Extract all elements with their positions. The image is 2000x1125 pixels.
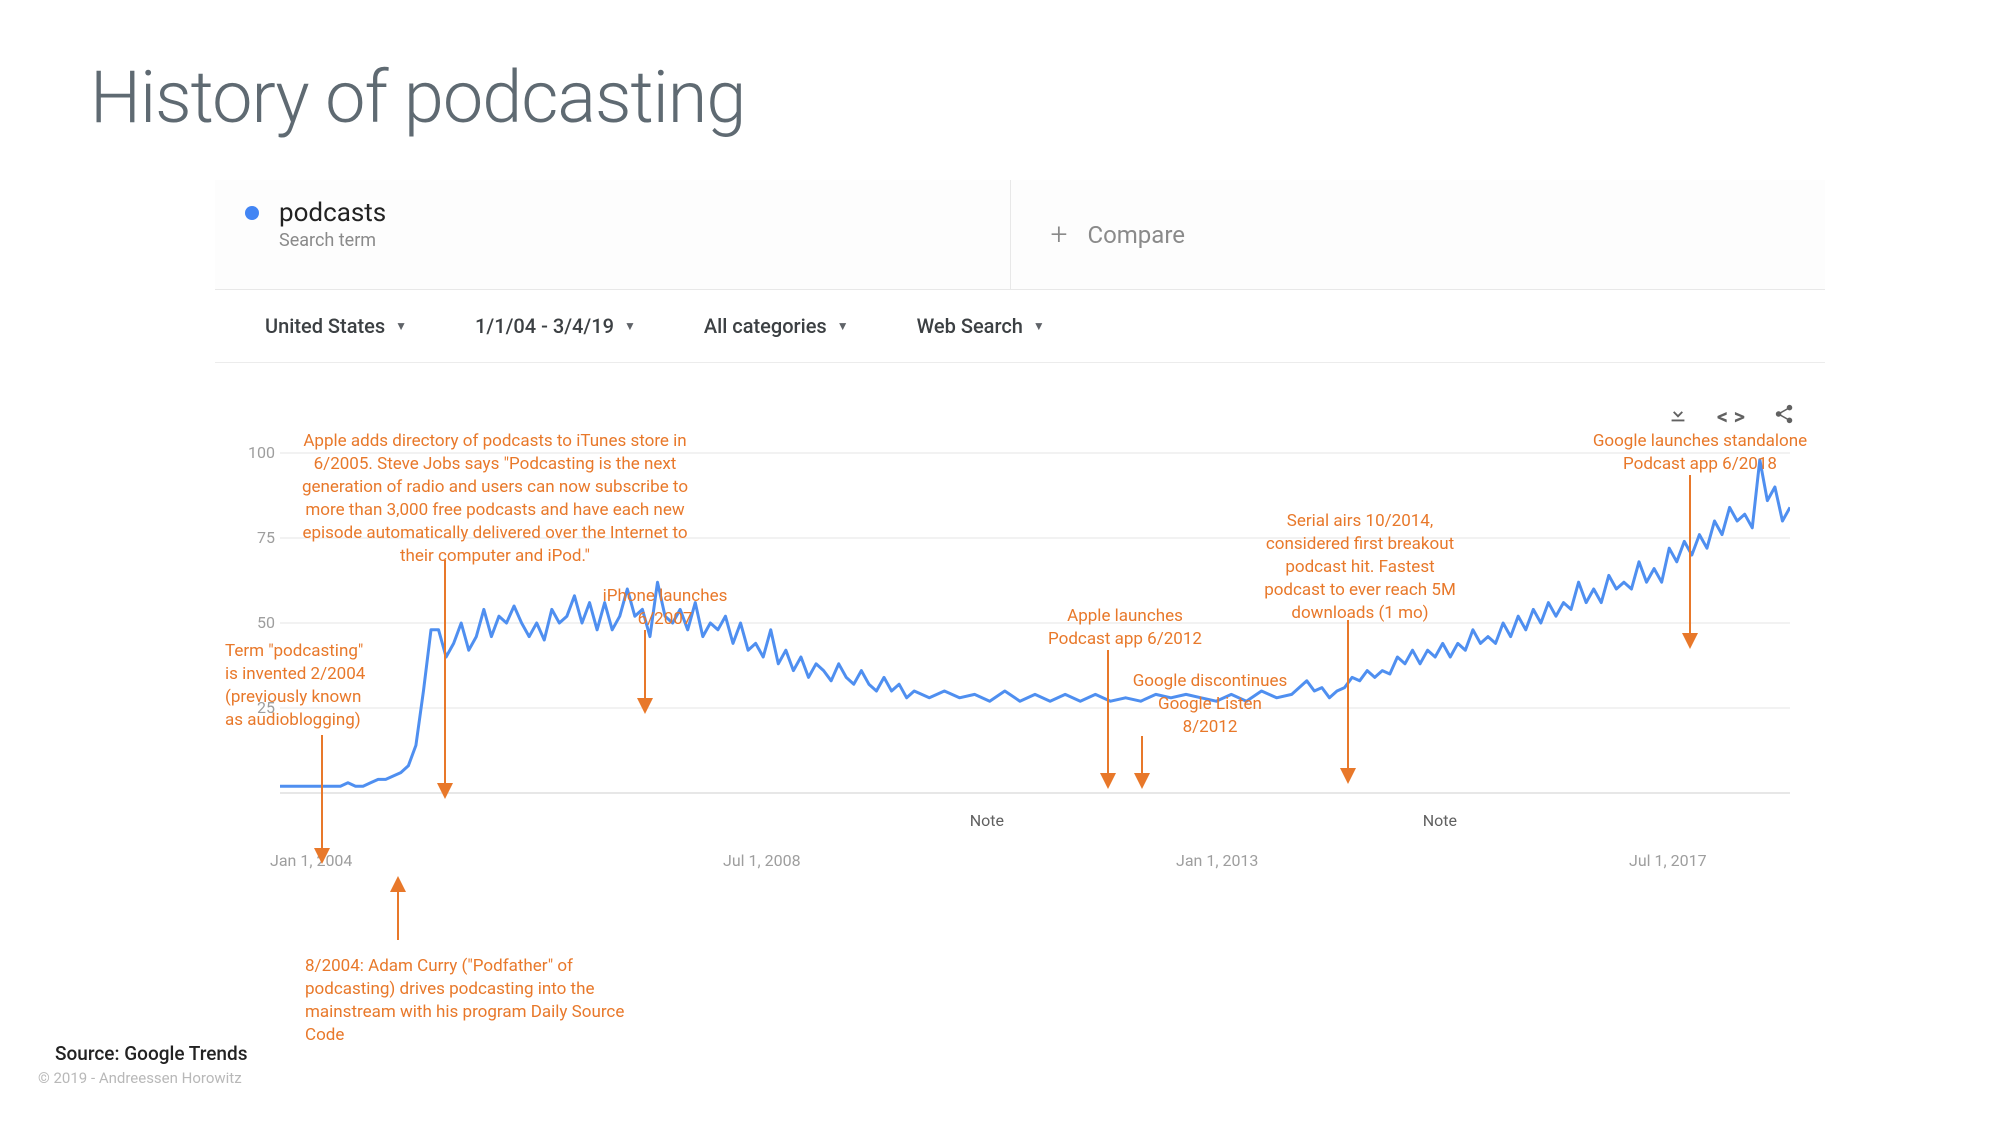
annotation-arrows (0, 0, 2000, 1125)
copyright-label: © 2019 - Andreessen Horowitz (38, 1069, 242, 1087)
source-label: Source: Google Trends (55, 1042, 248, 1065)
